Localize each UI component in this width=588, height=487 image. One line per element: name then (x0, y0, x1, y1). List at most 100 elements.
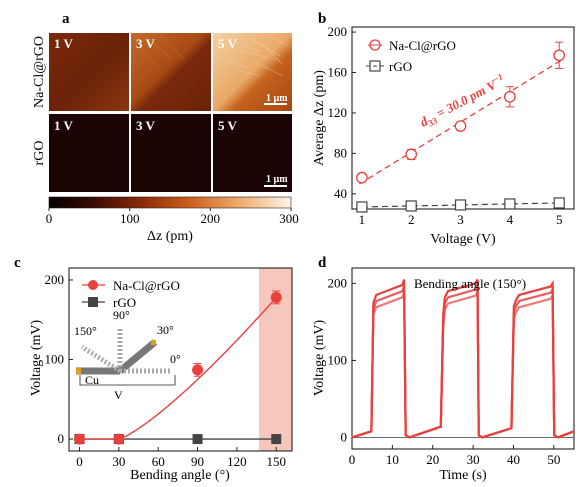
c-xtick-90: 90 (191, 454, 204, 469)
d-ytick-100: 100 (328, 352, 348, 367)
y-axis-label-c: Voltage (mV) (29, 319, 44, 396)
afm-tile-rgo-5v (213, 114, 292, 192)
tile-label-top-3: 5 V (218, 36, 238, 51)
b-xtick-2: 2 (408, 212, 415, 227)
panel-label-a: a (62, 11, 70, 27)
signal-trace-d-1 (351, 285, 575, 439)
y-axis-label-d: Voltage (mV) (312, 319, 327, 396)
point-rgo-b-1 (405, 200, 417, 212)
point-nacl-b-3 (504, 90, 516, 103)
panel-c: c 0 30 60 90 120 150 0 100 200 Bending angle (°)… (14, 255, 293, 483)
c-ytick-100: 100 (45, 352, 65, 367)
c-ytick-200: 200 (45, 272, 65, 287)
plot-frame-d (351, 267, 575, 450)
row-label-nacl: Na-Cl@rGO (32, 36, 47, 108)
inset-angle-90: 90° (113, 308, 130, 322)
d-xtick-40: 40 (507, 452, 520, 467)
c-xtick-0: 0 (76, 454, 83, 469)
legend-label-nacl-b: Na-Cl@rGO (389, 38, 456, 53)
c-xtick-60: 60 (152, 454, 165, 469)
c-ytick-0: 0 (58, 431, 65, 446)
point-nacl-c-2 (192, 364, 204, 376)
colorbar-tick-300: 300 (279, 211, 299, 226)
point-rgo-c-3 (271, 434, 282, 445)
c-xtick-30: 30 (112, 454, 125, 469)
legend-marker-nacl-c (88, 280, 98, 290)
tile-label-top-1: 1 V (54, 36, 74, 51)
inset-angle-150: 150° (74, 324, 97, 338)
d-ytick-200: 200 (328, 275, 348, 290)
colorbar-tick-200: 200 (201, 211, 221, 226)
texture-streaks (139, 35, 289, 77)
tile-label-bottom-1: 1 V (54, 118, 74, 133)
d-xtick-10: 10 (386, 452, 399, 467)
colorbar-tick-100: 100 (120, 211, 140, 226)
x-axis-label-c: Bending angle (°) (130, 468, 230, 483)
b-xtick-1: 1 (359, 212, 366, 227)
d-xtick-50: 50 (547, 452, 560, 467)
colorbar-label: Δz (pm) (147, 229, 193, 244)
chart-title-d: Bending angle (150°) (414, 276, 526, 291)
inset-label-cu: Cu (85, 373, 99, 387)
y-axis-label-b: Average Δz (pm) (312, 70, 327, 166)
b-xtick-3: 3 (457, 212, 464, 227)
point-rgo-b-0 (356, 201, 368, 213)
afm-tile-rgo-1v (49, 114, 129, 192)
plot-frame-b (351, 26, 575, 210)
b-ytick-160: 160 (328, 65, 348, 80)
legend-marker-rgo-c (88, 297, 98, 307)
b-ytick-200: 200 (328, 24, 348, 39)
point-nacl-b-4 (553, 49, 566, 62)
legend-label-rgo-c: rGO (113, 295, 136, 310)
b-xtick-4: 4 (507, 212, 514, 227)
panel-label-c: c (14, 255, 21, 271)
d-xtick-0: 0 (349, 452, 356, 467)
tile-label-bottom-2: 3 V (136, 118, 156, 133)
b-xtick-5: 5 (556, 212, 563, 227)
scale-bar-bottom-label: 1 µm (266, 174, 288, 185)
tile-label-bottom-3: 5 V (218, 118, 238, 133)
point-rgo-c-2 (192, 434, 203, 445)
bending-inset: Cu V 150° 90° 30° 0° (74, 308, 181, 402)
point-nacl-c-3 (270, 291, 282, 303)
point-nacl-c-1 (113, 433, 125, 445)
b-ytick-80: 80 (334, 145, 347, 160)
point-nacl-b-2 (454, 120, 467, 132)
x-axis-label-b: Voltage (V) (430, 232, 496, 247)
series-line-nacl-c (79, 296, 277, 440)
row-label-rgo: rGO (32, 141, 47, 166)
point-nacl-b-1 (405, 148, 418, 161)
series-line-rgo-b (361, 202, 560, 208)
b-ytick-120: 120 (328, 105, 348, 120)
x-axis-label-d: Time (s) (439, 468, 487, 483)
point-nacl-b-0 (356, 171, 368, 184)
signal-trace-d (351, 279, 575, 439)
panel-a: a 1 V 3 V 5 V 1 V 3 V 5 V 1 µm 1 µm Na-C… (32, 11, 299, 244)
scale-bar-top-label: 1 µm (266, 93, 288, 104)
legend-label-rgo-b: rGO (389, 59, 412, 74)
point-nacl-c-0 (73, 433, 85, 445)
afm-tile-nacl-1v (49, 33, 129, 111)
point-rgo-b-3 (504, 198, 516, 210)
panel-b: b 1 2 3 4 5 40 80 120 160 200 Voltage (V) Average… (312, 11, 575, 247)
inset-angle-30: 30° (157, 323, 174, 337)
panel-label-b: b (318, 11, 326, 27)
afm-tile-rgo-3v (131, 114, 211, 192)
colorbar-tick-0: 0 (46, 211, 53, 226)
point-rgo-b-4 (553, 197, 565, 209)
c-xtick-120: 120 (227, 454, 247, 469)
panel-label-d: d (318, 255, 327, 271)
colorbar (48, 196, 292, 209)
b-ytick-40: 40 (334, 186, 347, 201)
legend-label-nacl-c: Na-Cl@rGO (113, 278, 180, 293)
c-xtick-150: 150 (267, 454, 287, 469)
inset-angle-0: 0° (170, 352, 181, 366)
afm-tile-nacl-3v (131, 33, 211, 111)
panel-d: d 0 10 20 30 40 50 0 100 200 Bending angle (150°… (312, 255, 575, 483)
d-xtick-30: 30 (467, 452, 480, 467)
d-xtick-20: 20 (426, 452, 439, 467)
signal-trace-d-2 (351, 291, 575, 439)
d-ytick-0: 0 (341, 429, 348, 444)
afm-tile-nacl-5v (213, 33, 292, 111)
